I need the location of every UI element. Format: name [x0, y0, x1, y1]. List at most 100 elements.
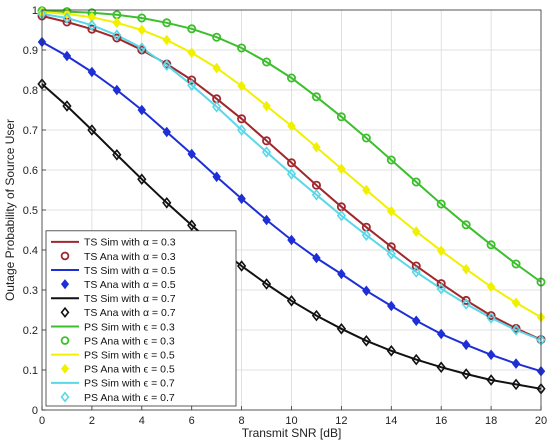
x-tick-label: 4 — [139, 415, 145, 427]
data-point — [286, 168, 297, 180]
legend-entry: PS Ana with ϵ = 0.7 — [60, 391, 175, 404]
x-tick-label: 12 — [335, 415, 347, 427]
data-point — [262, 100, 271, 112]
legend: TS Sim with α = 0.3 TS Ana with α = 0.3 TS… — [45, 230, 237, 407]
data-point — [336, 323, 347, 335]
legend-label: TS Ana with α = 0.7 — [84, 307, 176, 319]
data-point — [486, 349, 496, 361]
data-point — [237, 43, 247, 53]
data-point — [212, 101, 222, 113]
axis-ticks: 0 2 4 6 8 10 12 14 16 18 20 0 0.1 0.2 0.3 0.4 0.5 0.6 0.7 0… — [23, 5, 547, 427]
x-tick-label: 18 — [485, 415, 497, 427]
data-point — [486, 281, 496, 293]
legend-label: PS Sim with ϵ = 0.7 — [84, 378, 175, 390]
data-point — [312, 252, 321, 264]
data-point — [286, 295, 297, 307]
data-point — [212, 62, 221, 74]
data-point — [286, 73, 296, 83]
data-point — [436, 199, 446, 209]
data-point — [137, 13, 147, 23]
legend-swatch-marker — [60, 279, 70, 290]
data-point — [236, 260, 247, 272]
x-tick-label: 0 — [39, 415, 45, 427]
data-point — [187, 47, 196, 59]
data-point — [311, 180, 321, 190]
data-point — [461, 220, 471, 230]
data-point — [337, 268, 346, 280]
x-tick-label: 16 — [435, 415, 447, 427]
data-point — [286, 158, 296, 168]
data-point — [461, 263, 471, 275]
data-point — [412, 226, 421, 237]
data-point — [237, 80, 246, 92]
legend-entry: PS Ana with ϵ = 0.5 — [60, 363, 175, 376]
x-tick-label: 8 — [239, 415, 245, 427]
data-point — [511, 378, 521, 391]
data-point — [311, 309, 322, 322]
legend-entry: PS Sim with ϵ = 0.5 — [51, 349, 175, 361]
data-point — [137, 104, 147, 116]
series-layer — [37, 6, 546, 395]
data-point — [112, 29, 122, 41]
legend-box — [45, 230, 237, 407]
data-point — [261, 278, 272, 290]
legend-label: PS Ana with ϵ = 0.7 — [84, 392, 175, 404]
y-tick-label: 0.5 — [23, 205, 38, 217]
data-point — [337, 163, 346, 175]
x-tick-label: 14 — [385, 415, 397, 427]
data-point — [112, 17, 122, 29]
series-line — [41, 15, 542, 341]
y-tick-label: 0.1 — [23, 365, 38, 377]
data-point — [411, 353, 421, 366]
data-point — [87, 24, 97, 34]
data-point — [362, 285, 371, 297]
data-point — [361, 335, 371, 347]
x-tick-label: 6 — [189, 415, 195, 427]
data-point — [511, 297, 521, 309]
legend-label: TS Sim with α = 0.3 — [84, 237, 176, 249]
x-axis-label: Transmit SNR [dB] — [242, 426, 342, 440]
legend-entry: PS Ana with ϵ = 0.3 — [60, 335, 175, 347]
data-point — [112, 149, 122, 161]
legend-entry: TS Sim with α = 0.7 — [51, 293, 176, 305]
legend-swatch-marker — [60, 363, 70, 374]
data-point — [511, 324, 521, 336]
data-point — [486, 374, 496, 386]
data-point — [137, 42, 147, 54]
data-point — [336, 209, 347, 222]
data-point — [187, 79, 197, 91]
data-point — [137, 24, 147, 36]
data-point — [112, 33, 122, 43]
legend-entry: TS Sim with α = 0.3 — [51, 237, 176, 249]
data-point — [187, 148, 196, 160]
data-point — [461, 368, 471, 380]
y-tick-label: 0 — [32, 405, 38, 417]
data-point — [287, 120, 296, 132]
legend-entry: TS Ana with α = 0.7 — [60, 306, 176, 319]
data-point — [436, 245, 446, 257]
data-point — [436, 361, 446, 373]
y-tick-label: 0.8 — [23, 85, 38, 97]
x-tick-label: 2 — [89, 415, 95, 427]
legend-label: PS Sim with ϵ = 0.3 — [84, 321, 175, 333]
legend-entry: TS Ana with α = 0.3 — [60, 251, 176, 263]
legend-swatch-marker — [60, 391, 70, 403]
y-axis-label: Outage Probability of Source User — [3, 119, 17, 301]
data-point — [312, 141, 321, 153]
data-point — [361, 229, 371, 241]
data-point — [436, 328, 446, 340]
data-point — [411, 177, 421, 187]
data-point — [237, 193, 246, 205]
series-line — [41, 9, 542, 283]
data-point — [187, 24, 197, 34]
data-point — [411, 261, 421, 271]
data-point — [436, 283, 446, 295]
data-point — [336, 112, 346, 122]
y-tick-label: 1 — [32, 5, 38, 17]
data-point — [212, 32, 222, 42]
data-point — [262, 214, 271, 226]
y-tick-label: 0.4 — [23, 245, 38, 257]
y-tick-label: 0.6 — [23, 165, 38, 177]
data-point — [187, 75, 197, 85]
